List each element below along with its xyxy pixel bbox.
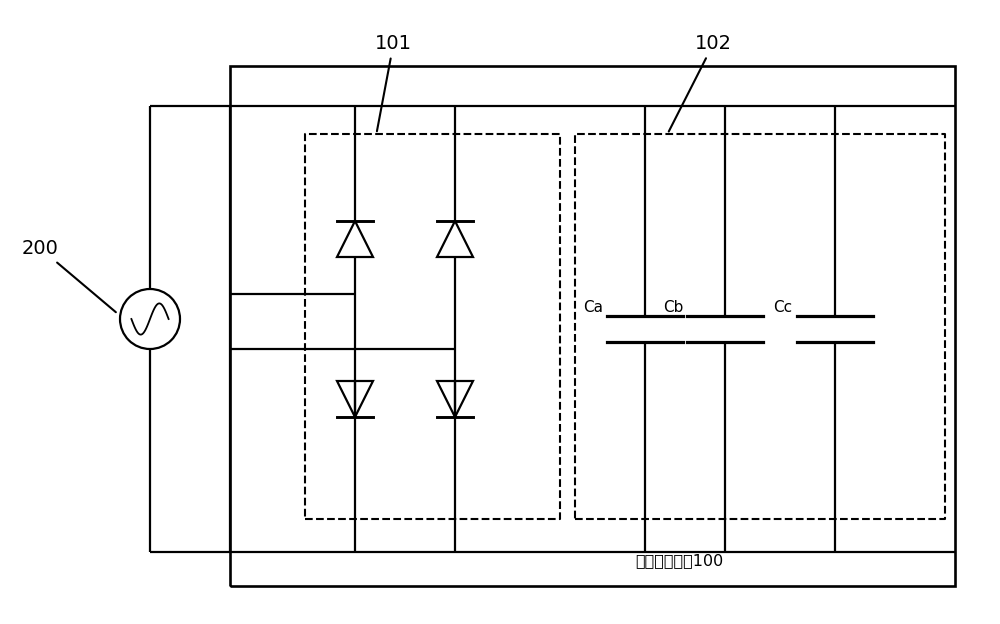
Text: Cc: Cc bbox=[773, 300, 793, 314]
Text: 整流滤波电路100: 整流滤波电路100 bbox=[635, 553, 724, 568]
Text: 102: 102 bbox=[669, 34, 732, 132]
Text: Ca: Ca bbox=[583, 300, 603, 314]
Text: Cb: Cb bbox=[663, 300, 683, 314]
Text: 101: 101 bbox=[375, 34, 412, 131]
Text: 200: 200 bbox=[22, 239, 116, 312]
